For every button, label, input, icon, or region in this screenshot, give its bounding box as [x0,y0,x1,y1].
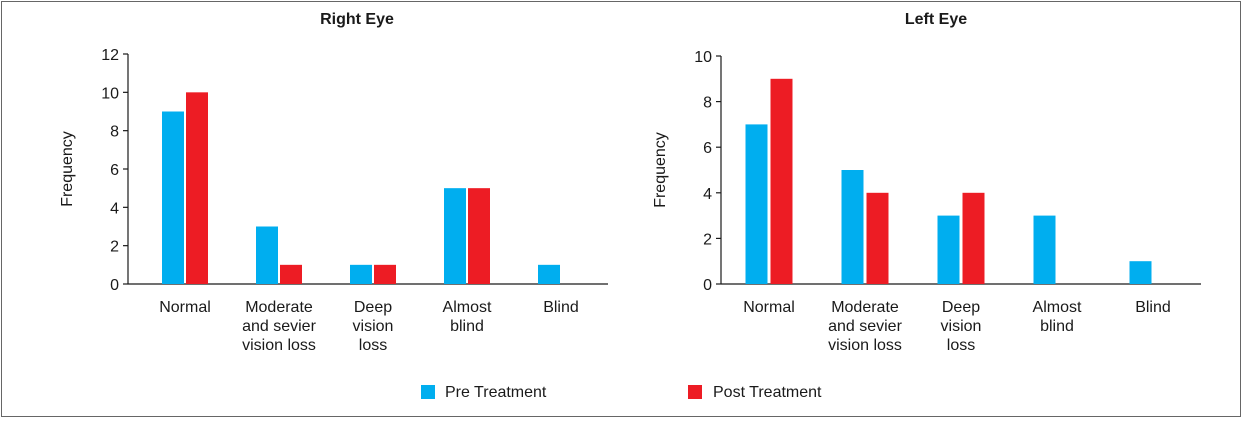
category-label-line: and sevier [828,318,902,335]
bar-pre-treatment [937,215,960,284]
legend: Pre Treatment Post Treatment [421,384,822,401]
bar-pre-treatment [841,170,864,284]
y-tick-label: 10 [101,85,119,102]
category-label-line: blind [450,318,484,335]
bar-pre-treatment [745,124,768,285]
category-label-line: and sevier [242,318,316,335]
bar-post-treatment [374,264,396,284]
y-axis-label: Frequency [59,131,76,207]
category-label-line: vision [353,318,394,335]
chart-right-eye: Right Eye Frequency 0 2 4 6 8 10 12 Normal Moderat… [59,11,608,354]
category-label: Almost blind [1033,299,1082,335]
chart-title: Right Eye [320,11,394,28]
category-label: Normal [159,299,211,316]
legend-label: Pre Treatment [445,384,547,401]
category-label-line: Almost [443,299,492,316]
y-tick-label: 8 [110,124,119,141]
bar-pre-treatment [1129,261,1152,284]
y-tick-label: 6 [110,162,119,179]
category-label-line: Deep [354,299,392,316]
bar-pre-treatment [444,188,466,284]
bar-pre-treatment [256,226,278,284]
y-tick-label: 0 [110,277,119,294]
category-label-line: Normal [743,299,795,316]
category-label-line: vision loss [828,337,902,354]
y-tick-label: 4 [703,186,712,203]
category-label: Deep vision loss [941,299,982,354]
y-tick-label: 8 [703,95,712,112]
category-label-line: Deep [942,299,980,316]
category-label-line: Moderate [831,299,899,316]
bar-pre-treatment [162,111,184,284]
category-label: Almost blind [443,299,492,335]
bar-post-treatment [280,264,302,284]
chart-left-eye: Left Eye Frequency 0 2 4 6 8 10 Normal Moderate an… [652,11,1201,354]
bar-post-treatment [770,78,793,284]
bar-post-treatment [468,188,490,284]
category-label-line: loss [359,337,387,354]
y-tick-label: 6 [703,140,712,157]
y-tick-label: 4 [110,200,119,217]
y-tick-label: 0 [703,277,712,294]
chart-title: Left Eye [905,11,967,28]
legend-swatch-pre-treatment [421,385,435,399]
category-label-line: Blind [1135,299,1171,316]
y-axis-label: Frequency [652,132,669,208]
category-label: Blind [543,299,579,316]
category-label-line: Almost [1033,299,1082,316]
bar-post-treatment [186,92,208,284]
y-tick-label: 2 [703,231,712,248]
y-tick-label: 10 [694,49,712,66]
category-label-line: Blind [543,299,579,316]
y-tick-label: 12 [101,47,119,64]
category-label: Deep vision loss [353,299,394,354]
legend-label: Post Treatment [713,384,822,401]
category-label: Moderate and sevier vision loss [242,299,316,354]
y-tick-label: 2 [110,239,119,256]
category-label-line: loss [947,337,975,354]
category-label: Moderate and sevier vision loss [828,299,902,354]
category-label-line: Moderate [245,299,313,316]
bar-pre-treatment [1033,215,1056,284]
bar-post-treatment [962,192,985,284]
category-label-line: Normal [159,299,211,316]
category-label-line: vision [941,318,982,335]
legend-swatch-post-treatment [688,385,702,399]
category-label-line: blind [1040,318,1074,335]
bar-pre-treatment [350,264,372,284]
category-label: Blind [1135,299,1171,316]
bar-pre-treatment [538,264,560,284]
bar-post-treatment [866,192,889,284]
category-label-line: vision loss [242,337,316,354]
category-label: Normal [743,299,795,316]
